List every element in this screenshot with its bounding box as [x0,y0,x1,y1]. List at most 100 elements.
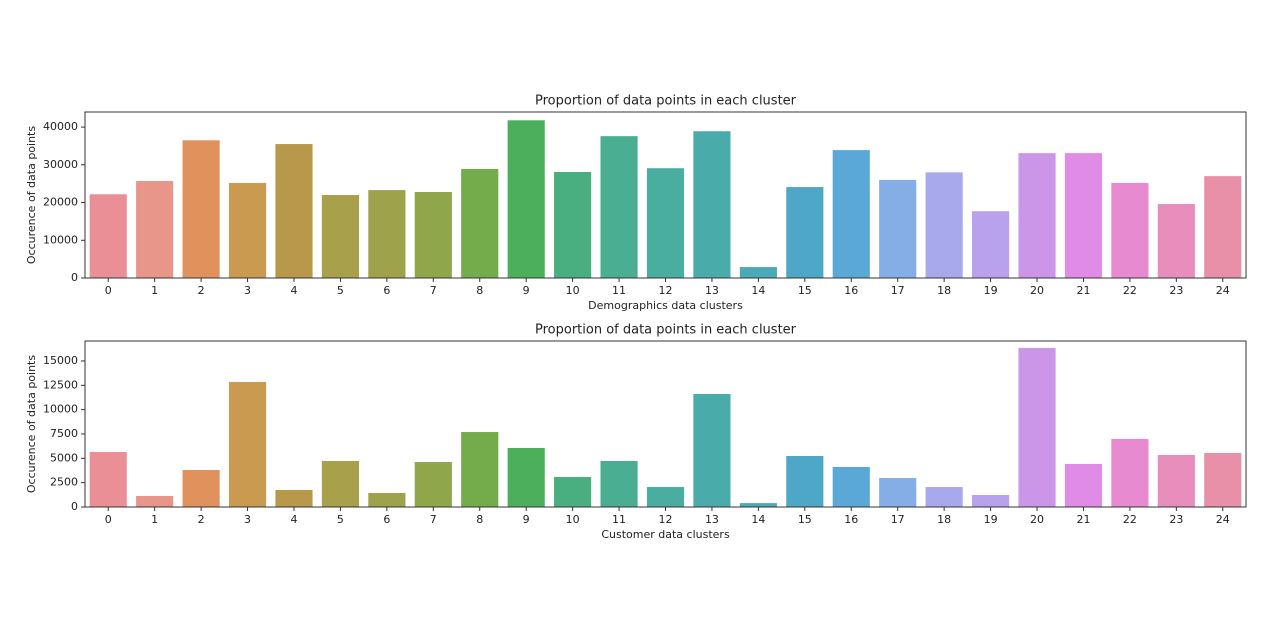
bar [1157,455,1195,507]
bar [368,190,406,278]
bar [600,136,638,278]
x-tick-label: 14 [751,513,765,526]
x-tick-label: 4 [290,284,297,297]
y-tick-label: 20000 [43,196,78,209]
bar [646,487,685,507]
bar [1064,463,1103,507]
bar [461,168,499,278]
x-tick-label: 11 [612,284,626,297]
x-tick-label: 10 [566,284,580,297]
x-tick-label: 18 [937,284,951,297]
bar [554,477,592,507]
bar [1064,153,1103,278]
plot-frame [84,111,1247,279]
x-tick-label: 24 [1216,513,1230,526]
y-tick-label: 10000 [43,233,78,246]
y-tick-label: 0 [71,271,78,284]
x-tick-label: 15 [798,513,812,526]
x-tick-label: 17 [891,513,905,526]
x-tick-label: 7 [430,513,437,526]
bar [321,460,359,507]
bar [228,182,267,278]
x-tick-label: 5 [337,513,344,526]
x-tick-label: 1 [151,284,158,297]
x-tick-label: 23 [1169,284,1183,297]
x-tick-label: 8 [476,284,483,297]
x-tick-label: 0 [105,513,112,526]
y-axis-label: Occurence of data points [25,355,38,493]
bar [89,194,127,278]
x-tick-label: 7 [430,284,437,297]
chart-title: Proportion of data points in each cluste… [535,323,797,338]
y-tick-label: 12500 [43,378,78,391]
bar [1018,347,1056,507]
x-tick-label: 15 [798,284,812,297]
bar [832,466,870,507]
x-tick-label: 21 [1076,513,1090,526]
x-tick-label: 12 [659,284,673,297]
x-tick-label: 14 [751,284,765,297]
x-axis-label: Demographics data clusters [588,299,743,312]
bar [89,451,127,507]
x-tick-label: 4 [290,513,297,526]
bar [182,140,220,278]
bar [1204,176,1242,278]
x-tick-label: 6 [383,284,390,297]
x-tick-label: 9 [523,513,530,526]
bar [136,181,174,278]
x-tick-label: 13 [705,513,719,526]
y-tick-label: 0 [71,500,78,513]
bar [368,492,406,507]
bar [1111,182,1149,278]
bar [832,150,870,278]
x-tick-label: 1 [151,513,158,526]
x-tick-label: 0 [105,284,112,297]
x-tick-label: 3 [244,513,251,526]
bar [1204,452,1242,507]
bar [1111,438,1149,507]
bar [925,172,963,278]
y-tick-label: 40000 [43,120,78,133]
x-tick-label: 10 [566,513,580,526]
bar [507,447,545,507]
x-tick-label: 12 [659,513,673,526]
x-tick-label: 8 [476,513,483,526]
chart-title: Proportion of data points in each cluste… [535,94,797,109]
bar [507,120,545,278]
bar [136,495,174,507]
bar [972,211,1010,278]
bar [786,187,824,278]
bar [182,470,220,507]
bar [879,477,917,507]
x-tick-label: 16 [844,513,858,526]
x-axis-label: Customer data clusters [601,528,730,541]
bar [879,179,917,278]
x-tick-label: 20 [1030,513,1044,526]
x-tick-label: 18 [937,513,951,526]
bar [275,489,313,507]
bar [739,503,777,507]
x-tick-label: 19 [984,513,998,526]
x-tick-label: 22 [1123,284,1137,297]
x-tick-label: 23 [1169,513,1183,526]
y-tick-label: 15000 [43,354,78,367]
bar [786,455,824,507]
bar [1157,204,1195,278]
bar [321,195,359,278]
x-tick-label: 3 [244,284,251,297]
x-tick-label: 24 [1216,284,1230,297]
x-tick-label: 21 [1076,284,1090,297]
bar [461,432,499,507]
x-tick-label: 16 [844,284,858,297]
bar [600,460,638,507]
y-tick-label: 10000 [43,403,78,416]
bar [693,131,731,278]
bar [228,381,267,507]
bar [554,171,592,278]
x-tick-label: 11 [612,513,626,526]
y-tick-label: 30000 [43,158,78,171]
x-tick-label: 13 [705,284,719,297]
x-tick-label: 9 [523,284,530,297]
